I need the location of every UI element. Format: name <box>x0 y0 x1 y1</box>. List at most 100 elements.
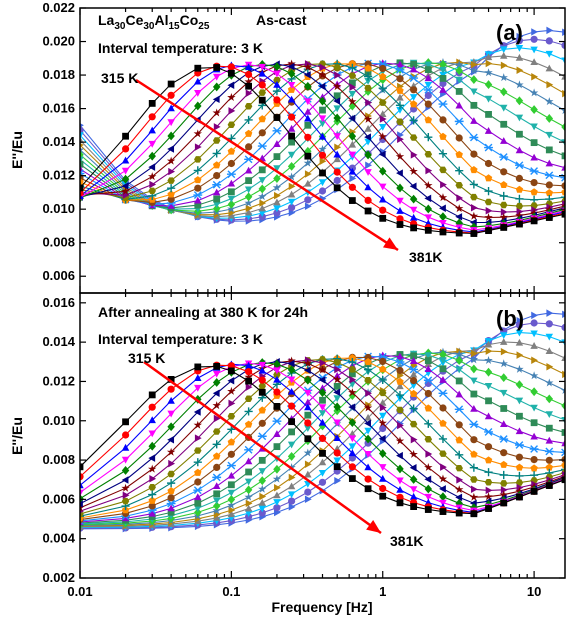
data-point <box>364 475 372 483</box>
data-point <box>273 165 281 173</box>
panel-b-arrow-head <box>366 519 381 533</box>
data-point <box>148 502 156 510</box>
data-point <box>378 375 387 384</box>
data-point <box>227 121 236 128</box>
data-point <box>546 26 554 35</box>
data-point <box>439 166 447 174</box>
data-point <box>194 434 202 442</box>
data-point <box>80 473 84 481</box>
data-point <box>194 64 202 72</box>
data-point <box>561 57 565 65</box>
panel-b-series <box>80 309 565 533</box>
data-point <box>364 434 372 444</box>
data-point <box>194 505 202 513</box>
series-342K <box>80 354 565 521</box>
data-point <box>423 86 433 94</box>
data-point <box>287 172 296 181</box>
data-point <box>304 121 312 129</box>
data-point <box>245 89 253 97</box>
data-point <box>288 473 296 482</box>
data-point <box>287 62 295 71</box>
data-point <box>304 196 312 204</box>
data-point <box>319 359 327 367</box>
data-point <box>258 484 267 493</box>
data-point <box>454 405 464 414</box>
data-point <box>484 468 493 477</box>
data-point <box>212 473 222 482</box>
data-point <box>272 126 282 135</box>
data-point <box>516 483 524 492</box>
data-point <box>213 490 221 498</box>
series-375K <box>80 329 565 532</box>
data-point <box>194 176 202 184</box>
data-point <box>272 417 282 426</box>
data-point <box>529 167 539 175</box>
data-point <box>500 405 508 412</box>
data-point <box>245 143 253 151</box>
data-point <box>288 182 296 191</box>
data-point <box>273 464 281 474</box>
data-point <box>194 478 202 486</box>
data-point <box>410 224 418 232</box>
data-point <box>561 476 565 484</box>
data-point <box>168 167 176 176</box>
data-point <box>212 137 221 144</box>
data-point <box>364 133 371 141</box>
data-point <box>318 404 327 412</box>
data-point <box>167 131 175 141</box>
data-point <box>364 419 371 428</box>
data-point <box>287 151 296 159</box>
panel-b-arrow-end-label: 381K <box>390 533 423 549</box>
data-point <box>333 388 341 397</box>
data-point <box>348 463 356 471</box>
data-point <box>423 376 433 385</box>
data-point <box>227 481 235 489</box>
data-point <box>530 419 538 427</box>
data-point <box>245 377 253 385</box>
data-point <box>227 500 236 509</box>
data-point <box>319 396 326 404</box>
data-point <box>396 183 404 193</box>
data-point <box>469 355 479 364</box>
data-point <box>122 132 129 140</box>
data-point <box>455 450 464 459</box>
data-point <box>348 167 357 175</box>
data-point <box>530 217 538 225</box>
data-point <box>348 72 357 79</box>
data-point <box>287 124 296 132</box>
data-point <box>484 187 493 196</box>
data-point <box>80 494 84 504</box>
data-point <box>148 163 156 171</box>
data-point <box>227 377 235 385</box>
data-point <box>379 403 387 412</box>
data-point <box>273 430 281 437</box>
data-point <box>439 228 447 236</box>
data-point <box>287 69 296 79</box>
data-point <box>530 342 538 349</box>
data-point <box>304 411 312 419</box>
panel-a-interval-label: Interval temperature: 3 K <box>98 40 263 56</box>
data-point <box>455 182 463 189</box>
data-point <box>121 156 130 164</box>
data-point <box>470 193 478 201</box>
data-point <box>349 83 357 91</box>
data-point <box>485 207 493 215</box>
data-point <box>561 339 565 347</box>
data-point <box>364 357 372 366</box>
data-point <box>348 475 356 482</box>
data-point <box>378 150 386 159</box>
data-point <box>397 421 404 430</box>
data-point <box>470 436 478 444</box>
data-point <box>409 182 417 190</box>
data-point <box>244 485 253 495</box>
data-point <box>499 153 509 161</box>
data-point <box>470 75 478 84</box>
data-point <box>227 489 236 497</box>
data-point <box>213 123 221 131</box>
data-point <box>530 404 538 412</box>
data-point <box>273 359 281 369</box>
data-point <box>500 486 508 494</box>
series-339K <box>80 356 565 518</box>
data-point <box>194 90 202 97</box>
data-point <box>288 138 295 146</box>
